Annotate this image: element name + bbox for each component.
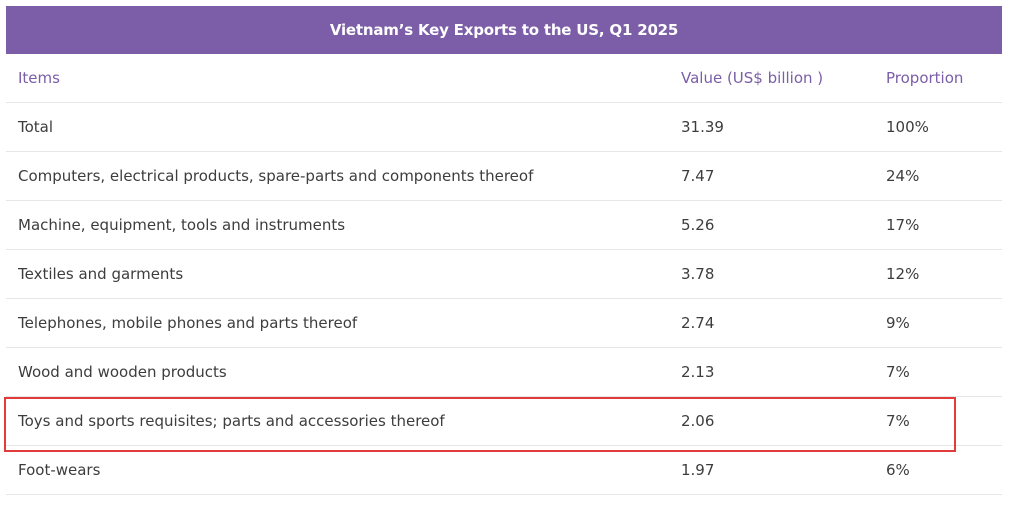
table-row: Wood and wooden products 2.13 7% (6, 348, 1002, 397)
value-cell: 1.97 (681, 461, 715, 479)
proportion-cell: 12% (886, 265, 920, 283)
proportion-cell: 7% (886, 363, 910, 381)
column-header-proportion: Proportion (886, 69, 964, 87)
column-header-items: Items (18, 69, 60, 87)
proportion-cell: 9% (886, 314, 910, 332)
item-cell: Telephones, mobile phones and parts ther… (18, 314, 358, 332)
table-row: Foot-wears 1.97 6% (6, 446, 1002, 495)
exports-table: Vietnam’s Key Exports to the US, Q1 2025… (6, 6, 1002, 495)
column-header-value: Value (US$ billion ) (681, 69, 824, 87)
value-cell: 2.06 (681, 412, 715, 430)
table-row: Machine, equipment, tools and instrument… (6, 201, 1002, 250)
table-row: Total 31.39 100% (6, 103, 1002, 152)
item-cell: Textiles and garments (18, 265, 184, 283)
item-cell: Total (18, 118, 54, 136)
table-header-row: Items Value (US$ billion ) Proportion (6, 54, 1002, 103)
table-row: Computers, electrical products, spare-pa… (6, 152, 1002, 201)
item-cell: Wood and wooden products (18, 363, 227, 381)
value-cell: 5.26 (681, 216, 715, 234)
value-cell: 7.47 (681, 167, 715, 185)
proportion-cell: 6% (886, 461, 910, 479)
item-cell: Toys and sports requisites; parts and ac… (18, 412, 445, 430)
proportion-cell: 100% (886, 118, 929, 136)
item-cell: Foot-wears (18, 461, 101, 479)
proportion-cell: 24% (886, 167, 920, 185)
table-row-highlighted: Toys and sports requisites; parts and ac… (6, 397, 1002, 446)
proportion-cell: 17% (886, 216, 920, 234)
value-cell: 31.39 (681, 118, 724, 136)
table-row: Textiles and garments 3.78 12% (6, 250, 1002, 299)
item-cell: Machine, equipment, tools and instrument… (18, 216, 346, 234)
item-cell: Computers, electrical products, spare-pa… (18, 167, 534, 185)
table-title: Vietnam’s Key Exports to the US, Q1 2025 (6, 6, 1002, 54)
value-cell: 3.78 (681, 265, 715, 283)
proportion-cell: 7% (886, 412, 910, 430)
table-row: Telephones, mobile phones and parts ther… (6, 299, 1002, 348)
value-cell: 2.13 (681, 363, 715, 381)
value-cell: 2.74 (681, 314, 715, 332)
